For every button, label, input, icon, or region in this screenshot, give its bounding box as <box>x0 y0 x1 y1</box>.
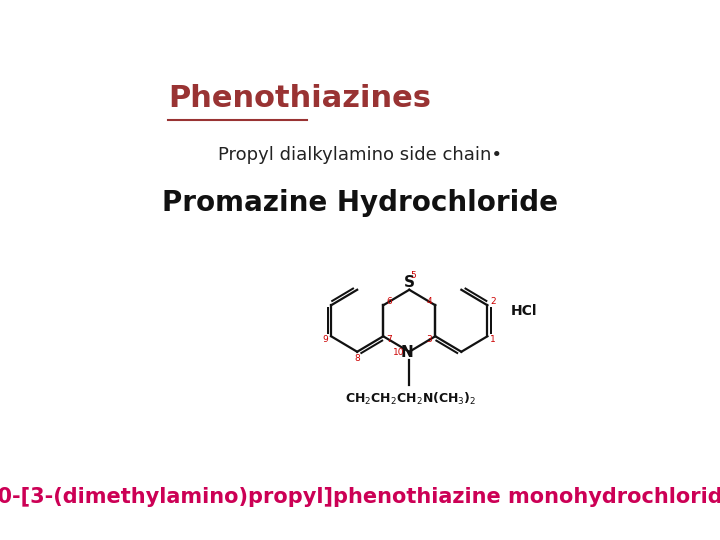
Text: Propyl dialkylamino side chain•: Propyl dialkylamino side chain• <box>218 146 502 164</box>
Text: 7: 7 <box>386 335 392 344</box>
Text: 6: 6 <box>386 298 392 306</box>
Text: Phenothiazines: Phenothiazines <box>168 84 431 113</box>
Text: 10: 10 <box>393 348 405 357</box>
Text: 2: 2 <box>490 298 496 306</box>
Text: Promazine Hydrochloride: Promazine Hydrochloride <box>162 189 558 217</box>
Text: S: S <box>404 275 415 291</box>
Text: 5: 5 <box>410 272 416 280</box>
Text: HCl: HCl <box>510 304 537 318</box>
Text: 9: 9 <box>323 335 328 344</box>
Text: 10-[3-(dimethylamino)propyl]phenothiazine monohydrochloride: 10-[3-(dimethylamino)propyl]phenothiazin… <box>0 487 720 507</box>
Text: N: N <box>401 346 413 360</box>
Text: CH$_2$CH$_2$CH$_2$N(CH$_3$)$_2$: CH$_2$CH$_2$CH$_2$N(CH$_3$)$_2$ <box>345 392 477 407</box>
Text: 1: 1 <box>490 335 496 344</box>
Text: 4: 4 <box>427 298 432 306</box>
Text: 8: 8 <box>354 354 360 363</box>
Text: 3: 3 <box>426 335 432 344</box>
